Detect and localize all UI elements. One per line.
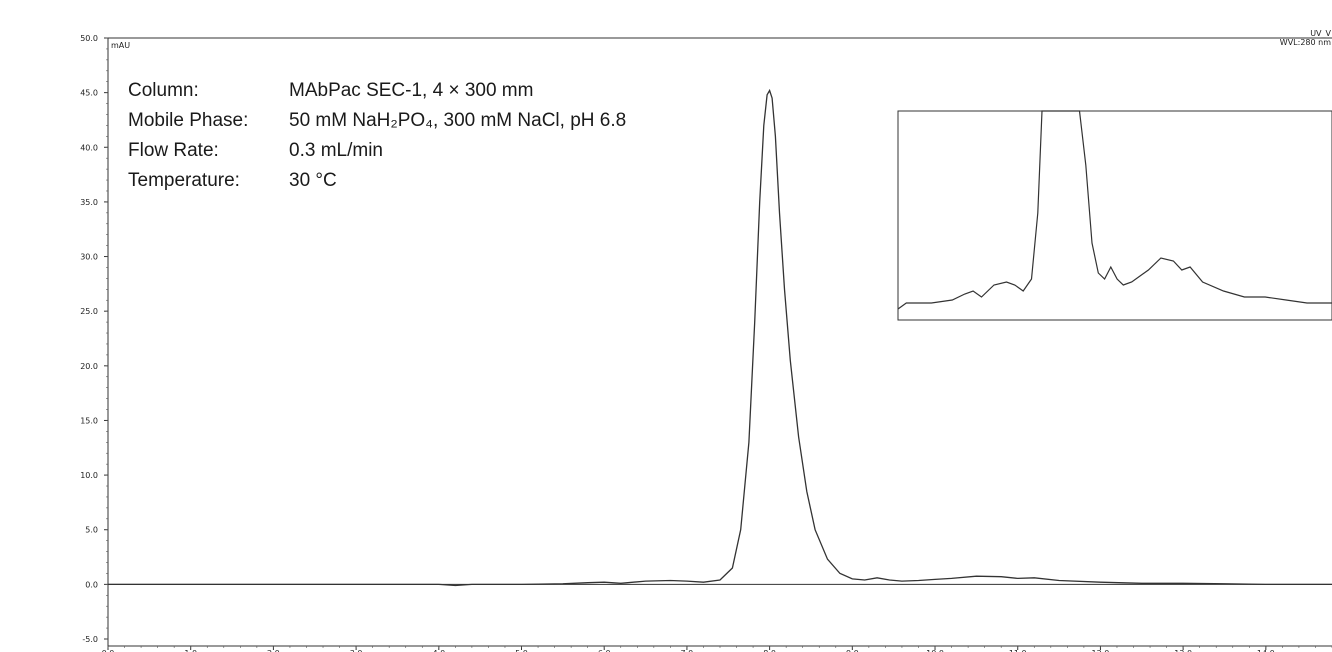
annotation-label: Flow Rate: (128, 140, 219, 161)
x-tick-label: 4.0 (432, 649, 445, 652)
y-tick-label: 10.0 (80, 471, 98, 480)
conditions-annotation: Column: MAbPac SEC-1, 4 × 300 mm Mobile Ph… (128, 80, 626, 191)
x-tick-label: 10.0 (926, 649, 944, 652)
x-tick-label: 8.0 (763, 649, 776, 652)
y-tick-label: 0.0 (85, 580, 98, 589)
x-tick-label: 2.0 (267, 649, 280, 652)
x-tick-label: 5.0 (515, 649, 528, 652)
inset-zoom (897, 110, 1332, 321)
annotation-label: Temperature: (128, 170, 240, 191)
annotation-value: 30 °C (289, 170, 337, 191)
x-tick-label: 14.0 (1257, 649, 1275, 652)
x-tick-label: 7.0 (681, 649, 694, 652)
x-tick-label: 6.0 (598, 649, 611, 652)
x-tick-label: 12.0 (1092, 649, 1110, 652)
annotation-label: Column: (128, 80, 199, 101)
x-tick-label: 9.0 (846, 649, 859, 652)
annotation-value: 50 mM NaH₂PO₄, 300 mM NaCl, pH 6.8 (289, 110, 626, 131)
y-tick-label: 25.0 (80, 307, 98, 316)
y-tick-label: 45.0 (80, 89, 98, 98)
y-tick-label: 20.0 (80, 362, 98, 371)
y-tick-label: 5.0 (85, 526, 98, 535)
x-tick-label: 3.0 (350, 649, 363, 652)
y-tick-label: 15.0 (80, 416, 98, 425)
chromatogram-trace (108, 88, 1332, 587)
x-tick-label: 13.0 (1174, 649, 1192, 652)
x-tick-label: 11.0 (1009, 649, 1027, 652)
y-tick-label: 40.0 (80, 143, 98, 152)
annotation-label: Mobile Phase: (128, 110, 248, 131)
trace-label: UV_V (1310, 29, 1331, 38)
wavelength-label: WVL:280 nm (1280, 38, 1331, 47)
annotation-value: 0.3 mL/min (289, 140, 383, 161)
inset-trace (897, 110, 1332, 310)
y-tick-label: 50.0 (80, 34, 98, 43)
x-tick-label: 1.0 (184, 649, 197, 652)
x-tick-label: 0.0 (102, 649, 115, 652)
y-tick-label: 30.0 (80, 253, 98, 262)
y-tick-label: 35.0 (80, 198, 98, 207)
inset-frame (897, 110, 1332, 321)
annotation-value: MAbPac SEC-1, 4 × 300 mm (289, 80, 533, 101)
y-tick-label: -5.0 (82, 635, 98, 644)
y-unit-label: mAU (111, 41, 130, 50)
